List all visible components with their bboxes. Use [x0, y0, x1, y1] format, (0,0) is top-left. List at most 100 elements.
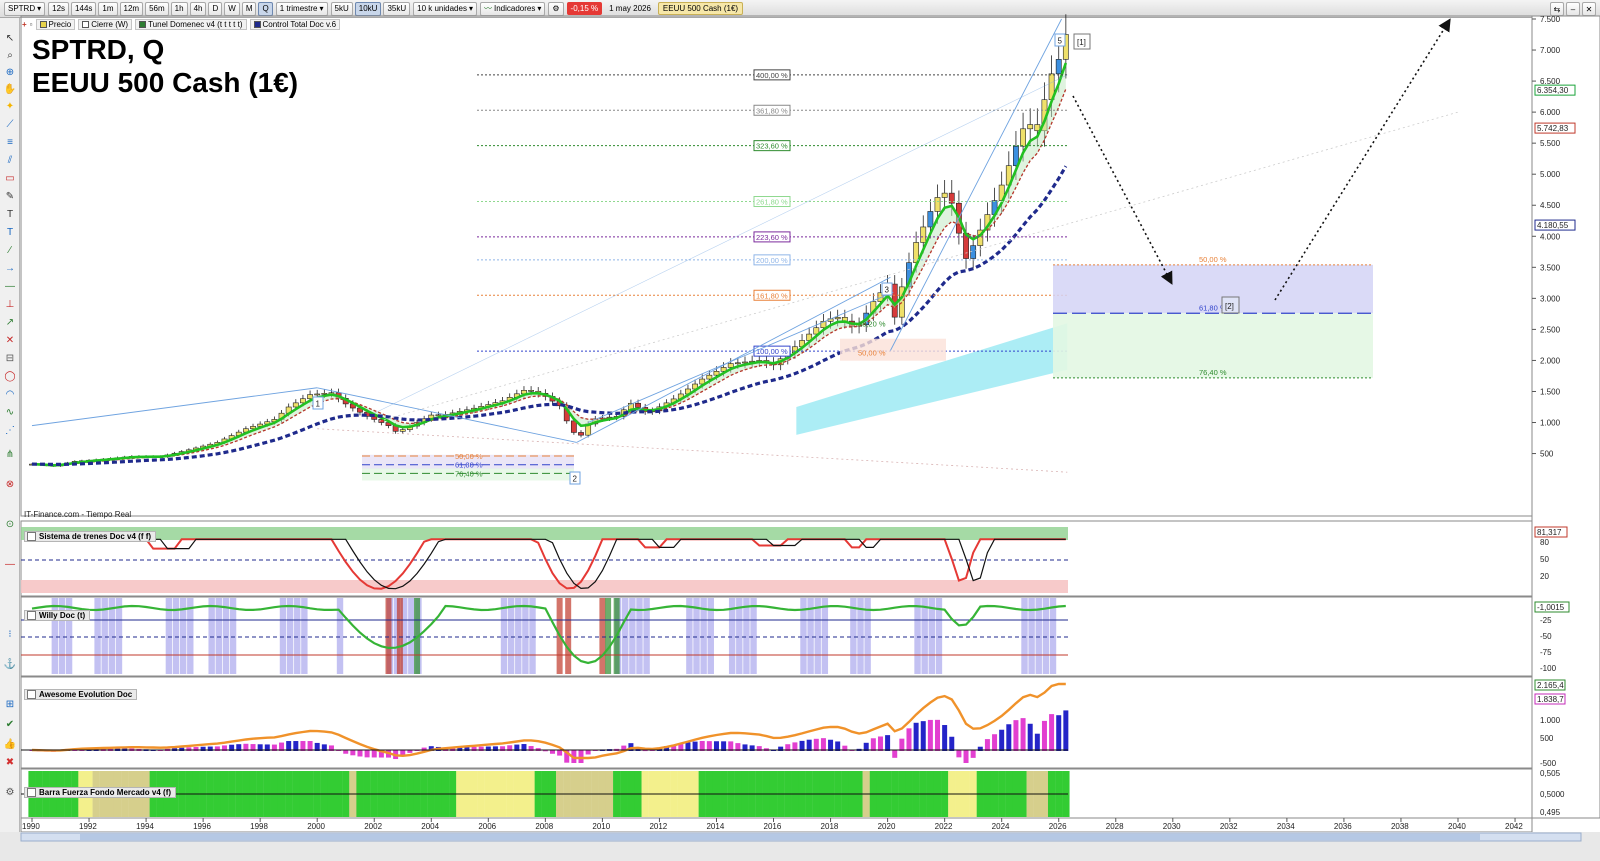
line-icon[interactable]: ∕: [9, 245, 11, 256]
legend-price[interactable]: Precio: [35, 18, 76, 30]
legend-tunnel[interactable]: Tunel Domenec v4 (t t t t t): [135, 18, 247, 30]
stop-icon[interactable]: ⊗: [5, 479, 15, 490]
panel-title-barra[interactable]: Barra Fuerza Fondo Mercado v4 (f): [24, 787, 177, 798]
retrace-2020-box: [840, 338, 946, 361]
check-icon[interactable]: ✔: [5, 719, 15, 730]
panel-close-icon[interactable]: [27, 532, 36, 541]
candle-body: [250, 426, 256, 430]
unit-button-10ku[interactable]: 10kU: [354, 1, 382, 16]
settings-button[interactable]: ⚙: [548, 1, 564, 16]
add-icon[interactable]: +: [22, 19, 27, 29]
units-selector[interactable]: 10 k unidades ▾: [413, 1, 477, 16]
interval-button-d[interactable]: D: [208, 1, 223, 16]
zoom-icon[interactable]: ⌕: [7, 50, 13, 61]
unit-button-5ku[interactable]: 5kU: [330, 1, 353, 16]
interval-button-m[interactable]: M: [241, 1, 257, 16]
awesome-bar: [1034, 733, 1040, 751]
willy-band: [736, 598, 743, 674]
arc-icon[interactable]: ◠: [5, 389, 15, 400]
awesome-bar: [906, 728, 912, 751]
interval-button-144s[interactable]: 144s: [71, 1, 97, 16]
hand-icon[interactable]: ✋: [3, 84, 17, 95]
awesome-bar: [557, 750, 563, 756]
willy-band: [529, 598, 536, 674]
candle-body: [1020, 128, 1026, 147]
grid-icon[interactable]: ⊞: [5, 699, 15, 710]
awesome-bar: [792, 742, 798, 751]
candle-body: [706, 374, 713, 380]
awesome-bar: [222, 745, 228, 751]
cursor-icon[interactable]: ↖: [5, 33, 15, 44]
year-tick-label: 2012: [649, 822, 667, 831]
hline-icon[interactable]: —: [5, 281, 15, 292]
trendline-icon[interactable]: ⟋: [6, 119, 14, 130]
year-tick-label: 2022: [935, 822, 953, 831]
interval-button-q[interactable]: Q: [258, 1, 273, 16]
fib-icon[interactable]: ≡: [7, 137, 13, 148]
gear-small-icon[interactable]: ⚙: [5, 787, 15, 798]
year-tick-label: 1998: [250, 822, 268, 831]
channel-icon[interactable]: ⫽: [7, 155, 13, 166]
panel-title-awesome[interactable]: Awesome Evolution Doc: [24, 689, 138, 700]
willy-band: [622, 598, 629, 674]
polyline-icon[interactable]: ⋰: [5, 425, 15, 436]
panel-title-trend[interactable]: Sistema de trenes Doc v4 (f f): [24, 531, 157, 542]
dots-icon[interactable]: ⁝: [8, 629, 12, 640]
pen-icon[interactable]: ✎: [5, 191, 15, 202]
legend-control[interactable]: Control Total Doc v.6: [249, 18, 341, 30]
magnifier-icon[interactable]: ⊕: [5, 67, 15, 78]
awesome-bar: [507, 745, 513, 751]
pitchfork-icon[interactable]: ⋔: [5, 449, 15, 460]
delete-drawing-icon[interactable]: ✕: [5, 335, 15, 346]
willy-marker-box: [1534, 601, 1570, 613]
unit-button-35ku[interactable]: 35kU: [383, 1, 411, 16]
rectangle-icon[interactable]: ▭: [5, 173, 15, 184]
awesome-bar: [1006, 724, 1012, 751]
panel-close-icon[interactable]: [27, 788, 36, 797]
thumbs-up-icon[interactable]: 👍: [3, 739, 17, 750]
text-icon[interactable]: T: [6, 209, 14, 220]
interval-button-1m[interactable]: 1m: [98, 1, 118, 16]
fib-label: 400,00 %: [756, 71, 788, 80]
target-icon[interactable]: ⊙: [5, 519, 15, 530]
panel-trend-label: Sistema de trenes Doc v4 (f f): [39, 532, 152, 541]
panel-close-icon[interactable]: [27, 611, 36, 620]
willy-band: [94, 598, 101, 674]
period-selector[interactable]: 1 trimestre ▾: [275, 1, 328, 16]
year-tick-label: 2026: [1049, 822, 1067, 831]
bulb-icon[interactable]: ✦: [5, 101, 15, 112]
trend-tick-label: 20: [1540, 572, 1549, 581]
interval-button-12s[interactable]: 12s: [48, 1, 70, 16]
remove-icon[interactable]: ▫: [29, 19, 33, 29]
candle-body: [635, 402, 641, 408]
wave-icon[interactable]: ∿: [5, 407, 15, 418]
interval-button-56m[interactable]: 56m: [145, 1, 169, 16]
ruler-icon[interactable]: ⊟: [5, 353, 15, 364]
wave-label-box-major: [1073, 33, 1091, 50]
legend-price-label: Precio: [48, 19, 72, 29]
vline-icon[interactable]: ⊥: [5, 299, 15, 310]
indicators-button[interactable]: 〰 Indicadores ▾: [479, 1, 546, 16]
ellipse-icon[interactable]: ◯: [4, 371, 16, 382]
awesome-bar: [892, 750, 898, 758]
willy-band: [814, 598, 821, 674]
awesome-bar: [186, 747, 192, 751]
interval-button-4h[interactable]: 4h: [189, 1, 207, 16]
arrow-icon[interactable]: ↗: [5, 317, 15, 328]
anchor-icon[interactable]: ⚓: [3, 659, 17, 670]
interval-button-12m[interactable]: 12m: [119, 1, 144, 16]
ray-icon[interactable]: →: [5, 263, 15, 274]
awesome-bar: [350, 750, 356, 756]
legend-close[interactable]: Cierre (W): [78, 18, 133, 30]
delete-all-icon[interactable]: ✖: [5, 757, 15, 768]
interval-button-1h[interactable]: 1h: [170, 1, 188, 16]
label-icon[interactable]: T: [6, 227, 14, 238]
minus-icon[interactable]: —: [5, 559, 15, 570]
panel-title-willy[interactable]: Willy Doc (t): [24, 610, 91, 621]
awesome-bar: [728, 741, 734, 751]
interval-button-w[interactable]: W: [224, 1, 240, 16]
panel-close-icon[interactable]: [27, 690, 36, 699]
symbol-selector[interactable]: SPTRD ▾: [4, 1, 46, 16]
awesome-bar: [271, 744, 277, 751]
